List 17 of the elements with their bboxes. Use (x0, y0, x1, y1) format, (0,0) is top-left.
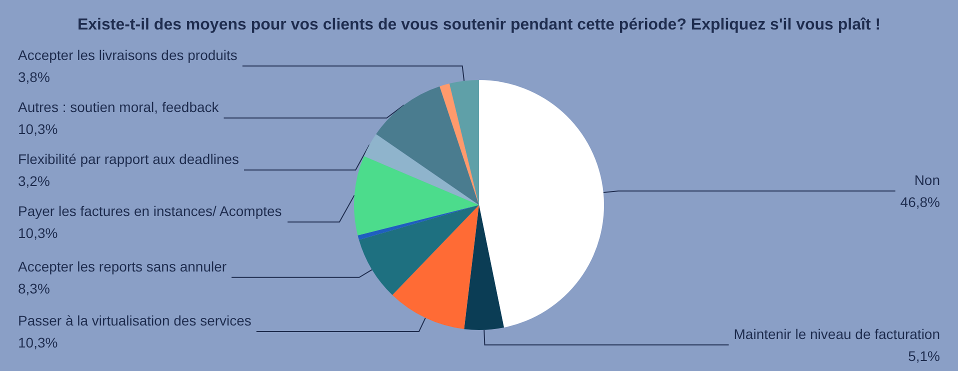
data-label: 3,8% (18, 68, 50, 85)
slice-label: Flexibilité par rapport aux deadlines (18, 150, 240, 167)
slice-label: Maintenir le niveau de facturation (734, 326, 940, 342)
data-label: 3,2% (18, 172, 50, 189)
data-label: 10,3% (18, 120, 58, 137)
chart-title: Existe-t-il des moyens pour vos clients de vous soutenir pendant cette période? Expliquez s'il vous plaît ! (77, 16, 881, 34)
slice-label: Accepter les reports sans annuler (18, 258, 227, 274)
data-label: 10,3% (18, 334, 58, 350)
slice-label: Non (914, 172, 940, 188)
slice-label: Passer à la virtualisation des services (18, 312, 252, 328)
slice-label: Accepter les livraisons des produits (18, 46, 238, 63)
data-label: 46,8% (900, 194, 940, 210)
data-label: 5,1% (908, 348, 940, 364)
slice-label: Payer les factures en instances/ Acomptes (18, 202, 282, 219)
slice-label: Autres : soutien moral, feedback (18, 98, 220, 115)
data-label: 10,3% (18, 224, 58, 241)
data-label: 8,3% (18, 280, 50, 296)
